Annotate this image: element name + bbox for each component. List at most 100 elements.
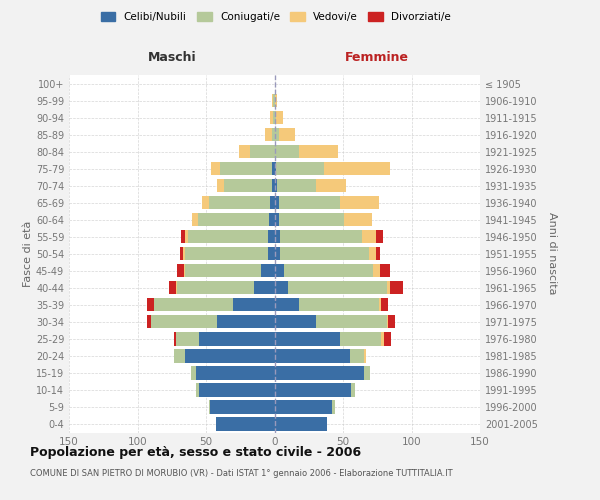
Bar	[316, 315, 387, 328]
Bar	[275, 179, 277, 192]
Bar	[276, 111, 283, 124]
Bar	[169, 281, 176, 294]
Bar	[268, 247, 275, 260]
Y-axis label: Fasce di età: Fasce di età	[23, 220, 33, 287]
Bar	[379, 298, 382, 312]
Bar	[380, 264, 389, 278]
Bar	[185, 350, 275, 362]
Bar	[185, 230, 188, 243]
Bar	[275, 366, 364, 380]
Bar	[275, 128, 278, 141]
Text: Popolazione per età, sesso e stato civile - 2006: Popolazione per età, sesso e stato civil…	[30, 446, 361, 459]
Bar	[198, 213, 269, 226]
Text: Maschi: Maschi	[148, 52, 196, 64]
Bar	[272, 128, 275, 141]
Bar	[209, 400, 210, 413]
Bar	[340, 196, 379, 209]
Bar	[181, 230, 185, 243]
Bar	[233, 298, 275, 312]
Bar	[350, 350, 364, 362]
Bar	[275, 384, 351, 396]
Bar	[275, 247, 280, 260]
Bar	[265, 128, 272, 141]
Bar	[196, 384, 199, 396]
Bar	[275, 111, 276, 124]
Bar	[202, 196, 209, 209]
Bar	[299, 145, 338, 158]
Bar	[275, 145, 299, 158]
Bar	[364, 350, 366, 362]
Bar	[147, 315, 151, 328]
Bar	[176, 332, 199, 345]
Bar	[275, 315, 316, 328]
Bar	[209, 196, 271, 209]
Bar	[180, 247, 183, 260]
Bar	[275, 332, 340, 345]
Bar	[217, 179, 224, 192]
Bar	[220, 162, 272, 175]
Bar	[272, 179, 275, 192]
Bar	[275, 196, 278, 209]
Bar	[388, 315, 395, 328]
Bar	[278, 128, 295, 141]
Bar	[151, 315, 217, 328]
Bar	[275, 94, 277, 107]
Bar	[276, 162, 324, 175]
Bar	[154, 298, 233, 312]
Text: Femmine: Femmine	[345, 52, 409, 64]
Bar	[224, 179, 272, 192]
Bar	[175, 350, 185, 362]
Bar	[275, 418, 326, 430]
Bar	[275, 298, 299, 312]
Bar	[215, 418, 275, 430]
Y-axis label: Anni di nascita: Anni di nascita	[547, 212, 557, 295]
Bar	[269, 213, 275, 226]
Bar	[177, 264, 184, 278]
Bar	[273, 94, 275, 107]
Bar	[387, 281, 389, 294]
Bar	[183, 247, 185, 260]
Bar	[382, 298, 388, 312]
Bar	[254, 281, 275, 294]
Bar	[278, 213, 344, 226]
Bar	[210, 400, 275, 413]
Bar	[280, 247, 369, 260]
Bar	[344, 213, 372, 226]
Bar	[340, 332, 382, 345]
Bar	[382, 332, 384, 345]
Bar	[271, 196, 275, 209]
Bar	[261, 264, 275, 278]
Bar	[373, 264, 380, 278]
Bar	[199, 384, 275, 396]
Bar	[273, 111, 275, 124]
Bar	[277, 179, 316, 192]
Bar	[268, 230, 275, 243]
Bar	[275, 400, 332, 413]
Bar	[272, 94, 273, 107]
Bar	[280, 230, 362, 243]
Bar	[199, 332, 275, 345]
Bar	[376, 247, 380, 260]
Bar	[185, 247, 268, 260]
Bar	[275, 213, 278, 226]
Bar	[250, 145, 275, 158]
Bar	[362, 230, 376, 243]
Bar	[188, 230, 268, 243]
Bar	[211, 162, 220, 175]
Bar	[272, 162, 275, 175]
Bar	[175, 332, 176, 345]
Text: COMUNE DI SAN PIETRO DI MORUBIO (VR) - Dati ISTAT 1° gennaio 2006 - Elaborazione: COMUNE DI SAN PIETRO DI MORUBIO (VR) - D…	[30, 469, 452, 478]
Bar	[275, 281, 288, 294]
Bar	[239, 145, 250, 158]
Bar	[271, 111, 273, 124]
Bar	[278, 196, 340, 209]
Bar	[389, 281, 403, 294]
Bar	[288, 281, 387, 294]
Bar	[185, 264, 261, 278]
Legend: Celibi/Nubili, Coniugati/e, Vedovi/e, Divorziati/e: Celibi/Nubili, Coniugati/e, Vedovi/e, Di…	[97, 8, 455, 26]
Bar	[369, 247, 376, 260]
Bar	[332, 400, 335, 413]
Bar	[284, 264, 373, 278]
Bar	[384, 332, 391, 345]
Bar	[196, 366, 275, 380]
